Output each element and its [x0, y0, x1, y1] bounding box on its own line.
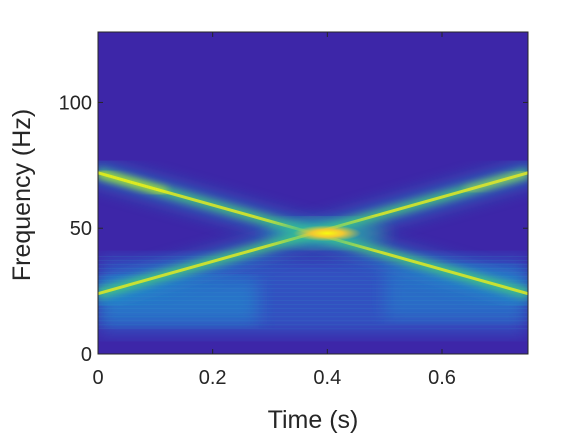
- y-tick-label: 0: [81, 344, 92, 366]
- y-tick-label: 50: [70, 218, 92, 240]
- chirp-bright-start: [98, 170, 168, 195]
- y-axis-label: Frequency (Hz): [8, 109, 36, 281]
- x-tick-label: 0.4: [313, 367, 341, 389]
- x-tick-label: 0.6: [428, 367, 456, 389]
- x-axis-label: Time (s): [268, 406, 359, 434]
- heatmap-layer: [98, 162, 528, 334]
- crossing-peak: [293, 225, 362, 242]
- y-axis: 0 50 100: [59, 92, 528, 366]
- x-axis: 0 0.2 0.4 0.6: [92, 32, 456, 389]
- x-tick-label: 0: [92, 367, 103, 389]
- chirp-bright-end: [464, 170, 528, 193]
- plot-frame: [97, 31, 529, 355]
- y-tick-label: 100: [59, 92, 92, 114]
- x-tick-label: 0.2: [199, 367, 227, 389]
